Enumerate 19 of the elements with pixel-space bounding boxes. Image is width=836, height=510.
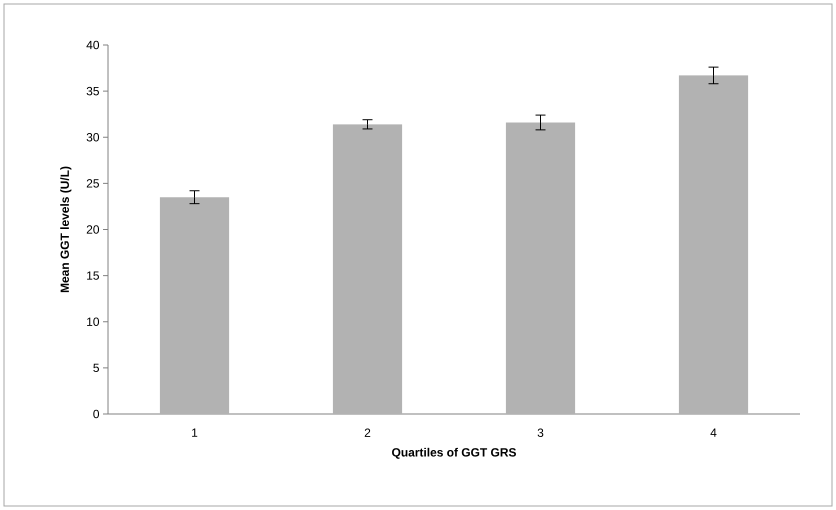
y-axis-title: Mean GGT levels (U/L)	[60, 166, 72, 292]
x-axis-title: Quartiles of GGT GRS	[392, 448, 516, 459]
x-tick-label: 3	[538, 428, 544, 437]
y-tick-label: 25	[86, 179, 99, 188]
y-tick-label: 30	[86, 133, 100, 142]
y-tick-label: 20	[86, 225, 100, 234]
y-tick-label: 15	[87, 271, 99, 280]
x-tick-label: 4	[710, 428, 716, 437]
bar	[506, 122, 576, 414]
bar	[160, 197, 230, 414]
y-tick-label: 10	[87, 318, 100, 326]
x-tick-label: 2	[364, 428, 370, 437]
y-tick-label: 0	[93, 410, 100, 418]
y-tick-label: 35	[86, 86, 99, 96]
y-tick-label: 40	[86, 40, 100, 50]
y-tick-label: 5	[93, 364, 99, 372]
bar	[678, 75, 748, 414]
bar	[332, 124, 402, 414]
x-tick-label: 1	[192, 428, 198, 437]
